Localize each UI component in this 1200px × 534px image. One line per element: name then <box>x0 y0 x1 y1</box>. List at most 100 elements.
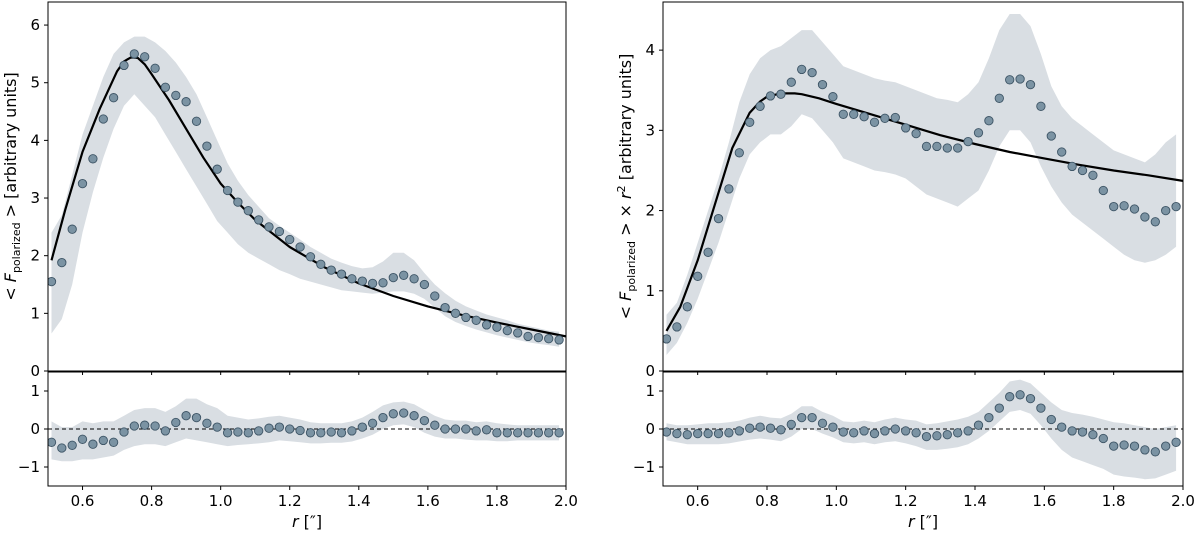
data-point <box>409 411 419 421</box>
y-tick-label: 0 <box>645 420 655 438</box>
data-point <box>295 425 305 436</box>
data-point <box>1057 422 1067 432</box>
x-tick-label: 1.6 <box>416 492 440 510</box>
data-point <box>57 257 67 268</box>
x-tick-label: 0.6 <box>71 492 95 510</box>
data-point <box>347 426 357 436</box>
data-point <box>880 426 890 436</box>
plot-area <box>663 14 1183 355</box>
data-point <box>1046 131 1056 141</box>
data-point <box>523 331 533 342</box>
data-point <box>703 247 713 257</box>
data-point <box>533 428 544 438</box>
x-tick-label: 1.4 <box>347 492 371 510</box>
data-point <box>264 423 274 433</box>
x-tick-label: 1.0 <box>824 492 848 510</box>
y-tick-label: 5 <box>30 74 40 92</box>
data-point <box>682 430 692 440</box>
data-point <box>724 184 734 194</box>
data-point <box>994 403 1004 413</box>
data-point <box>869 428 880 439</box>
y-tick-label: 2 <box>645 202 655 220</box>
data-point <box>672 322 682 332</box>
y-tick-label: 1 <box>30 382 40 400</box>
model-curve <box>50 56 566 338</box>
data-point <box>77 178 88 189</box>
data-point <box>233 427 243 437</box>
uncertainty-band <box>666 379 1177 480</box>
x-axis-label: r [″] <box>292 512 322 531</box>
data-point <box>859 426 869 436</box>
data-point <box>357 422 367 432</box>
panel-left-bottom: −1 0 1 0.6 0.8 1.0 1.2 1.4 1.6 1.8 2.0 r [″] <box>18 371 578 531</box>
x-tick-label: 0.6 <box>686 492 710 510</box>
data-point <box>890 112 900 123</box>
data-point <box>191 116 202 126</box>
data-point <box>181 411 191 421</box>
data-point <box>1015 390 1025 400</box>
data-point <box>1088 430 1098 440</box>
data-point <box>419 415 430 426</box>
y-tick-label: −1 <box>633 458 655 476</box>
data-point <box>48 437 57 447</box>
y-tick-label: 3 <box>30 189 40 207</box>
data-point <box>1129 204 1140 214</box>
data-point <box>471 315 481 325</box>
data-point <box>274 226 285 237</box>
data-point <box>890 424 900 434</box>
data-point <box>181 97 191 107</box>
data-point <box>533 332 544 343</box>
uncertainty-band <box>666 14 1177 355</box>
data-point <box>471 426 481 436</box>
data-point <box>450 308 461 318</box>
y-tick-label: 1 <box>645 282 655 300</box>
data-point <box>212 422 222 432</box>
data-point <box>776 89 786 99</box>
data-point <box>285 424 295 434</box>
data-point <box>305 428 316 438</box>
data-point <box>880 113 890 123</box>
data-point <box>849 428 859 438</box>
data-point <box>254 215 264 225</box>
data-point <box>1119 201 1129 211</box>
data-point <box>984 116 994 126</box>
y-tick-label: 6 <box>30 16 40 34</box>
data-point <box>1161 441 1171 451</box>
data-point <box>367 278 378 289</box>
data-point <box>502 325 512 336</box>
data-point <box>765 423 776 433</box>
data-point <box>921 141 932 152</box>
data-point <box>222 428 233 438</box>
data-point <box>129 421 139 431</box>
data-point <box>807 412 817 423</box>
data-point <box>755 422 765 432</box>
data-point <box>1057 147 1067 157</box>
data-point <box>1150 447 1160 457</box>
data-point <box>1140 445 1150 455</box>
data-point <box>1129 441 1140 451</box>
data-point <box>682 302 692 312</box>
data-point <box>973 128 984 138</box>
data-point <box>440 424 450 434</box>
data-point <box>108 93 119 103</box>
data-point <box>523 428 533 438</box>
data-point <box>828 92 838 102</box>
data-point <box>57 443 67 453</box>
data-point <box>1046 414 1056 425</box>
x-tick-label: 0.8 <box>140 492 164 510</box>
data-point <box>1119 440 1129 450</box>
data-point <box>901 123 911 133</box>
data-point <box>693 271 703 281</box>
data-point <box>212 164 222 174</box>
data-point <box>326 265 336 275</box>
data-point <box>984 412 994 423</box>
data-point <box>150 63 160 73</box>
data-point <box>994 93 1004 103</box>
data-point <box>316 428 326 438</box>
data-point <box>461 312 471 323</box>
data-point <box>554 428 564 438</box>
y-tick-label: −1 <box>18 458 40 476</box>
x-tick-label: 2.0 <box>554 492 578 510</box>
data-point <box>724 428 734 438</box>
data-point <box>1109 441 1119 451</box>
